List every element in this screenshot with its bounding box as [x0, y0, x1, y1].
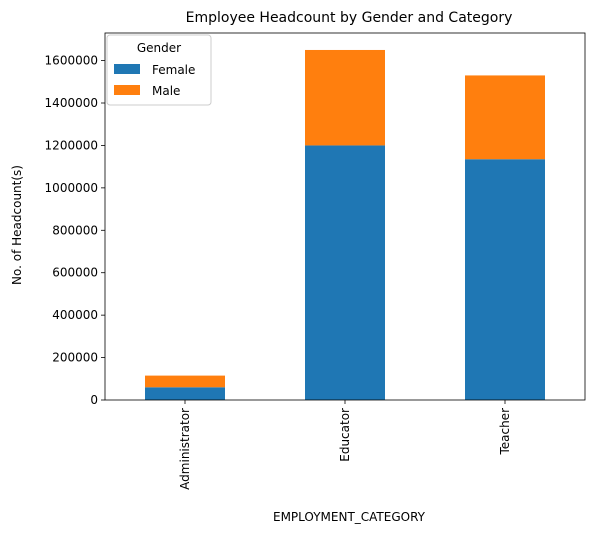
plot-frame [104, 32, 586, 401]
bars-layer [145, 49, 545, 400]
bar-male-administrator [145, 375, 225, 388]
chart-title: Employee Headcount by Gender and Categor… [186, 10, 513, 26]
y-tick-label: 600000 [52, 266, 98, 280]
legend-title: Gender [137, 41, 181, 55]
legend-label-female: Female [152, 63, 195, 77]
y-axis-label: No. of Headcount(s) [10, 165, 24, 285]
y-tick-label: 1000000 [45, 181, 98, 195]
x-tick-label: Administrator [178, 408, 192, 490]
y-tick-label: 1200000 [45, 138, 98, 152]
y-tick-label: 0 [90, 393, 98, 407]
bar-male-educator [305, 49, 385, 146]
legend-label-male: Male [152, 84, 180, 98]
x-tick-label: Teacher [498, 408, 512, 456]
y-tick-label: 200000 [52, 351, 98, 365]
bar-female-teacher [465, 159, 545, 400]
x-axis: Administrator Educator Teacher [178, 400, 512, 490]
x-tick-label: Educator [338, 408, 352, 462]
y-tick-label: 1600000 [45, 54, 98, 68]
x-axis-label: EMPLOYMENT_CATEGORY [273, 510, 426, 524]
legend-swatch-male [114, 85, 140, 95]
y-axis: 0 200000 400000 600000 800000 1000000 1200000 1… [45, 54, 105, 407]
bar-female-administrator [145, 387, 225, 400]
y-tick-label: 1400000 [45, 96, 98, 110]
bar-female-educator [305, 145, 385, 400]
legend-swatch-female [114, 64, 140, 74]
bar-male-teacher [465, 75, 545, 160]
y-tick-label: 400000 [52, 308, 98, 322]
legend: Gender Female Male [106, 34, 212, 106]
y-tick-label: 800000 [52, 223, 98, 237]
